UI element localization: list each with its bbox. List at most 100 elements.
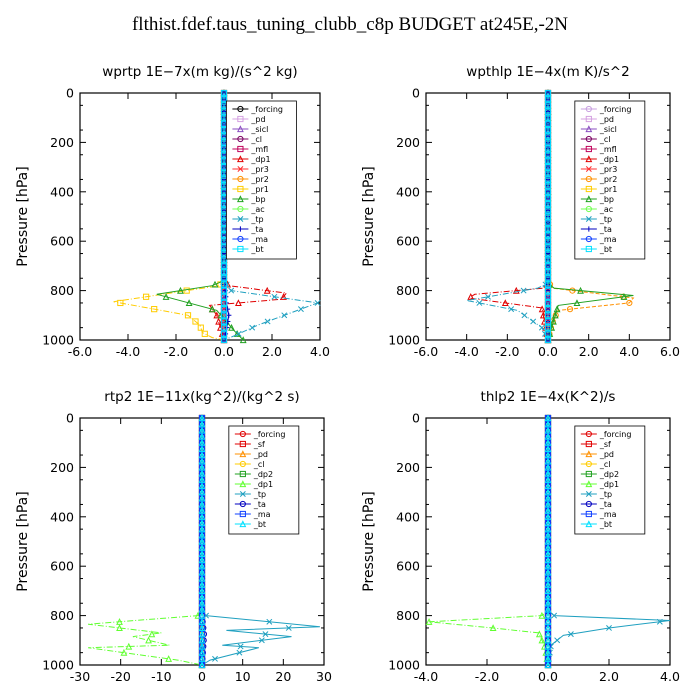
series-point [220, 330, 228, 337]
series-point [263, 286, 271, 294]
legend-label: _pr2 [250, 175, 268, 184]
legend-label: _pr3 [250, 165, 268, 174]
x-tick-label: 0.0 [214, 344, 234, 359]
x-tick-label: 0 [198, 669, 206, 684]
series-point [237, 643, 244, 650]
legend-marker [239, 460, 246, 468]
legend-label: _cl [599, 460, 611, 469]
legend-marker [237, 245, 244, 253]
series-point [220, 287, 228, 294]
series-point [225, 306, 231, 312]
legend-marker [239, 520, 247, 528]
legend-label: _forcing [250, 105, 283, 114]
legend-label: _ta [250, 225, 263, 234]
y-tick-label: 400 [396, 184, 420, 199]
legend-label: _pd [599, 115, 614, 124]
legend-marker [585, 145, 592, 153]
y-tick-label: 600 [396, 559, 420, 574]
legend-marker [237, 115, 244, 123]
y-tick-label: 200 [50, 460, 74, 475]
series-point [208, 305, 216, 313]
legend-marker [585, 510, 592, 518]
legend-label: _forcing [599, 105, 632, 114]
series-point [239, 336, 247, 344]
y-tick-label: 800 [50, 608, 74, 623]
series-point [314, 299, 321, 306]
y-tick-label: 1000 [42, 658, 74, 673]
series-point [220, 275, 228, 282]
legend: _forcing_sf_pd_cl_dp2_dp1_tp_ta_ma_bt [574, 425, 646, 535]
series-point [544, 108, 552, 115]
series-point [235, 330, 242, 337]
x-tick-label: 6.0 [660, 344, 680, 359]
panel-title: wprtp 1E−7x(m kg)/(s^2 kg) [102, 64, 297, 80]
legend-label: _tp [599, 490, 612, 499]
series-point [538, 611, 546, 619]
series-point [211, 280, 219, 288]
series-point [264, 318, 271, 325]
legend-marker [239, 500, 246, 508]
legend-label: _ta [599, 500, 612, 509]
chart-panel-3: rtp2 1E−11x(kg^2)/(kg^2 s) Pressure [hPa]… [15, 389, 332, 684]
series-point [520, 287, 527, 294]
legend-label: _bt [599, 245, 612, 254]
series-point [577, 286, 584, 294]
legend-label: _cl [250, 135, 262, 144]
series-point [544, 96, 552, 103]
legend-label: _pr3 [599, 165, 617, 174]
series-point [508, 306, 515, 313]
legend-label: _pr1 [599, 185, 617, 194]
series-tp [466, 90, 551, 343]
series-point [142, 293, 150, 300]
series-point [220, 318, 228, 325]
legend-label: _ma [599, 510, 617, 519]
legend-marker [239, 510, 246, 518]
y-tick-label: 800 [396, 283, 420, 298]
legend: _forcing_sf_pd_cl_dp2_dp1_tp_ta_ma_bt [228, 425, 300, 535]
panel-title: wpthlp 1E−4x(m K)/s^2 [466, 64, 629, 80]
legend-marker [239, 450, 247, 458]
chart-panel-4: thlp2 1E−4x(K^2)/s Pressure [hPa] 0 200 400 6… [361, 389, 680, 684]
y-tick-label: 1000 [42, 333, 74, 348]
x-tick-label: 4.0 [619, 344, 639, 359]
y-tick-label: 200 [396, 135, 420, 150]
series-point [544, 102, 552, 109]
series-point [544, 324, 552, 331]
series-point [544, 336, 552, 344]
legend-label: _dp1 [599, 155, 619, 164]
plot-frame [79, 92, 321, 341]
series-pr1 [113, 89, 228, 344]
series-point [258, 637, 265, 644]
series-point [544, 287, 552, 294]
legend-label: _tp [253, 490, 266, 499]
series-point [544, 194, 552, 202]
series-point [544, 299, 552, 307]
x-tick-label: -2.0 [164, 344, 188, 359]
x-tick-label: 2.0 [262, 344, 282, 359]
legend-marker [585, 450, 593, 458]
series-point [656, 618, 663, 625]
series-point [148, 630, 156, 638]
series-point [197, 324, 204, 331]
legend-label: _cl [253, 460, 265, 469]
series-point [544, 139, 552, 146]
y-tick-label: 600 [50, 559, 74, 574]
legend-marker [237, 226, 243, 232]
series-point [573, 299, 581, 307]
legend-marker [586, 226, 592, 232]
y-axis-label: Pressure [hPa] [15, 491, 31, 591]
x-tick-label: -4.0 [454, 344, 478, 359]
legend-marker [585, 185, 592, 193]
series-point [544, 262, 552, 269]
legend-marker [237, 145, 244, 153]
series-point [201, 330, 208, 337]
chart-panel-1: wprtp 1E−7x(m kg)/(s^2 kg) Pressure [hPa]… [15, 64, 330, 359]
legend-marker [239, 491, 246, 497]
series-point [215, 317, 223, 325]
series-point [183, 287, 190, 294]
y-tick-label: 0 [412, 411, 420, 426]
panel-title: thlp2 1E−4x(K^2)/s [481, 389, 616, 405]
legend-marker [237, 135, 244, 143]
series-point [544, 207, 552, 214]
